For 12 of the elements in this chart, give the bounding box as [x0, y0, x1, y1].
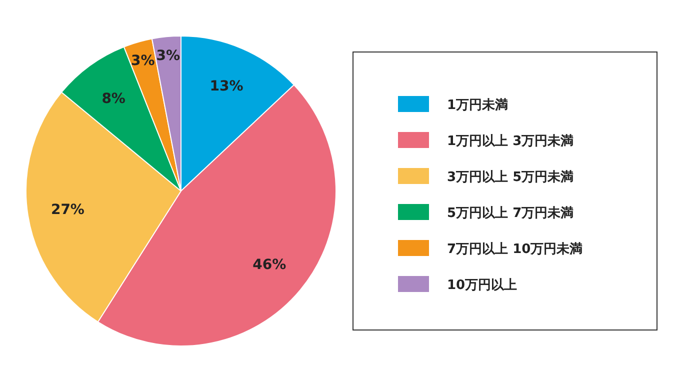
legend-label: 1万円以上 3万円未満: [447, 134, 574, 149]
legend-label: 1万円未満: [447, 98, 508, 113]
legend-label: 5万円以上 7万円未満: [447, 206, 574, 221]
legend-label: 3万円以上 5万円未満: [447, 170, 574, 185]
data-label: 27%: [50, 202, 84, 218]
legend-label: 7万円以上 10万円未満: [447, 242, 583, 257]
data-label: 3%: [156, 48, 180, 64]
data-label: 3%: [131, 53, 155, 70]
data-label: 8%: [102, 91, 126, 108]
legend-label: 10万円以上: [447, 278, 518, 293]
data-label: 46%: [252, 257, 286, 274]
data-label: 13%: [210, 78, 244, 95]
